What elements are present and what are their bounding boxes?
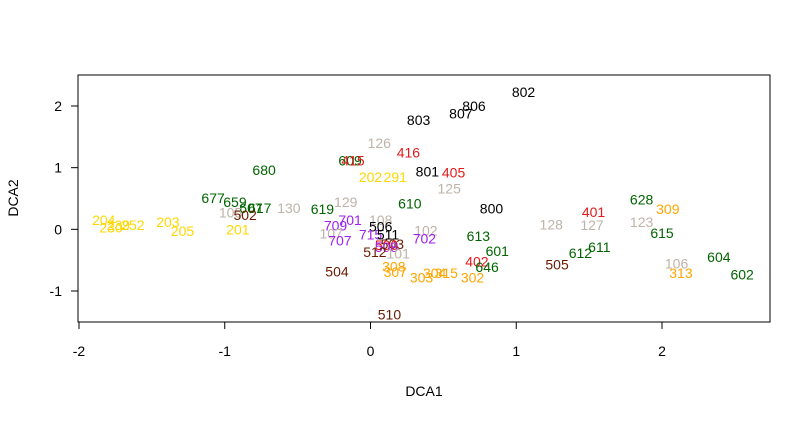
- point-label-302: 302: [461, 269, 485, 285]
- point-label-508: 508: [375, 239, 399, 255]
- point-label-416: 416: [397, 144, 421, 160]
- x-axis-ticks: -2 -1 0 1 2: [73, 322, 666, 359]
- point-label-715: 715: [359, 226, 383, 242]
- point-label-128: 128: [540, 216, 564, 232]
- point-label-101: 101: [387, 245, 411, 261]
- point-label-309: 309: [656, 201, 680, 217]
- point-label-239: 239: [107, 217, 131, 233]
- point-label-607: 607: [239, 200, 263, 216]
- point-label-125: 125: [438, 181, 462, 197]
- point-label-701: 701: [338, 212, 362, 228]
- point-label-601: 601: [486, 243, 510, 259]
- point-label-802: 802: [512, 84, 536, 100]
- point-label-202: 202: [359, 169, 383, 185]
- point-label-502: 502: [233, 207, 257, 223]
- point-label-108: 108: [369, 212, 393, 228]
- point-label-127: 127: [580, 217, 604, 233]
- point-label-709: 709: [324, 218, 348, 234]
- point-label-129: 129: [334, 194, 358, 210]
- point-label-201: 201: [226, 221, 250, 237]
- point-label-511: 511: [377, 226, 400, 242]
- point-label-619: 619: [311, 201, 335, 217]
- point-label-510: 510: [378, 306, 402, 322]
- point-label-307: 307: [384, 264, 408, 280]
- y-axis-title: DCA2: [5, 179, 21, 217]
- point-label-203: 203: [156, 214, 180, 230]
- x-tick-label: -2: [73, 343, 86, 359]
- point-label-205: 205: [171, 223, 195, 239]
- point-label-602: 602: [730, 266, 754, 282]
- point-label-405: 405: [442, 165, 466, 181]
- point-label-401: 401: [582, 204, 606, 220]
- x-tick-label: 2: [658, 343, 666, 359]
- point-label-801: 801: [416, 163, 440, 179]
- point-label-415: 415: [341, 152, 365, 168]
- point-label-628: 628: [630, 192, 654, 208]
- point-label-680: 680: [252, 162, 276, 178]
- point-label-123: 123: [630, 214, 654, 230]
- x-tick-label: 1: [512, 343, 520, 359]
- x-axis-title: DCA1: [405, 383, 443, 399]
- point-label-806: 806: [462, 98, 486, 114]
- point-label-505: 505: [545, 256, 569, 272]
- point-label-610: 610: [398, 195, 422, 211]
- point-label-313: 313: [669, 265, 693, 281]
- y-tick-label: -1: [50, 283, 63, 299]
- point-label-126: 126: [368, 135, 392, 151]
- point-label-506: 506: [369, 218, 393, 234]
- point-label-230: 230: [99, 219, 123, 235]
- point-label-613: 613: [467, 228, 491, 244]
- point-label-609: 609: [338, 152, 362, 168]
- y-axis-ticks: -1 0 1 2: [50, 98, 78, 299]
- point-label-291: 291: [384, 169, 408, 185]
- point-label-677: 677: [201, 190, 225, 206]
- point-label-106: 106: [665, 255, 689, 271]
- point-label-500: 500: [375, 237, 399, 253]
- point-label-611: 611: [588, 239, 611, 255]
- y-tick-label: 2: [54, 98, 62, 114]
- x-tick-label: 0: [367, 343, 375, 359]
- point-label-615: 615: [650, 225, 674, 241]
- point-label-105: 105: [219, 205, 243, 221]
- point-label-659: 659: [223, 194, 247, 210]
- point-label-707: 707: [328, 232, 352, 248]
- point-label-617: 617: [248, 200, 272, 216]
- plot-box: [77, 74, 771, 323]
- point-label-303: 303: [410, 269, 434, 285]
- point-label-807: 807: [449, 105, 473, 121]
- point-label-604: 604: [707, 249, 731, 265]
- point-label-512: 512: [363, 244, 387, 260]
- point-label-803: 803: [407, 112, 431, 128]
- x-tick-label: -1: [219, 343, 232, 359]
- point-label-800: 800: [480, 200, 504, 216]
- point-label-107: 107: [319, 226, 343, 242]
- y-tick-label: 0: [54, 221, 62, 237]
- point-label-612: 612: [569, 245, 593, 261]
- point-label-102: 102: [414, 223, 438, 239]
- point-label-702: 702: [413, 231, 437, 247]
- point-label-252: 252: [121, 217, 145, 233]
- point-label-204: 204: [92, 212, 116, 228]
- point-label-130: 130: [277, 200, 301, 216]
- point-label-315: 315: [435, 265, 459, 281]
- point-label-503: 503: [381, 236, 405, 252]
- y-tick-label: 1: [54, 160, 62, 176]
- point-label-646: 646: [475, 259, 499, 275]
- point-label-402: 402: [465, 253, 489, 269]
- point-label-504: 504: [325, 263, 349, 279]
- point-label-304: 304: [423, 265, 447, 281]
- point-label-308: 308: [382, 258, 406, 274]
